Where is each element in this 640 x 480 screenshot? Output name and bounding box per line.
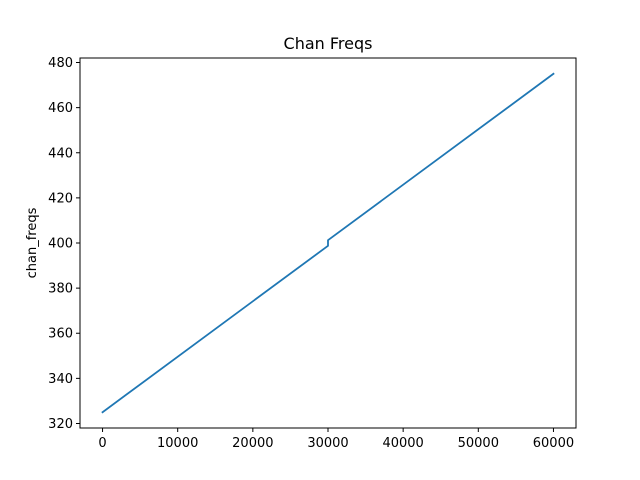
y-tick-label: 320	[48, 417, 73, 432]
y-tick-label: 420	[48, 191, 73, 206]
y-tick-label: 460	[48, 101, 73, 116]
y-tick-label: 340	[48, 372, 73, 387]
x-tick-label: 50000	[458, 436, 499, 451]
y-tick-label: 380	[48, 282, 73, 297]
chart-title: Chan Freqs	[284, 34, 373, 53]
x-tick-label: 40000	[382, 436, 423, 451]
y-axis: 320 340 360 380 400 420 440 460 480	[48, 56, 80, 432]
x-tick-label: 20000	[232, 436, 273, 451]
x-tick-label: 10000	[157, 436, 198, 451]
y-tick-label: 480	[48, 56, 73, 71]
y-axis-label: chan_freqs	[25, 207, 40, 278]
y-tick-label: 360	[48, 327, 73, 342]
series-layer	[101, 72, 555, 414]
x-tick-label: 0	[98, 436, 106, 451]
x-axis: 0 10000 20000 30000 40000 50000 60000	[98, 428, 574, 451]
y-tick-label: 400	[48, 237, 73, 252]
plot-area	[79, 57, 577, 429]
y-tick-label: 440	[48, 146, 73, 161]
x-tick-label: 60000	[533, 436, 574, 451]
series-line	[101, 72, 555, 414]
x-tick-label: 30000	[307, 436, 348, 451]
